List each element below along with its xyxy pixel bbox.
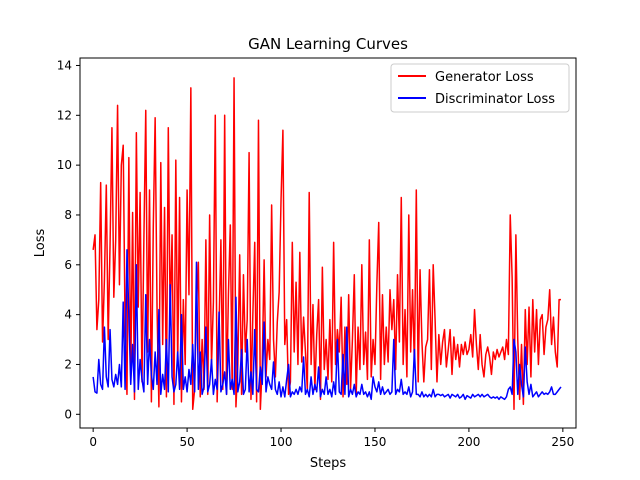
- legend-box: [390, 63, 570, 113]
- y-tick-label: 8: [64, 208, 72, 222]
- x-axis: 0 50 100 150 200 250: [89, 428, 574, 449]
- y-tick-label: 0: [64, 407, 72, 421]
- discriminator-loss-line: [92, 249, 562, 401]
- y-tick-label: 2: [64, 357, 72, 371]
- y-tick-label: 6: [64, 258, 72, 272]
- y-axis: 0 2 4 6 8 10 12 14: [57, 58, 80, 421]
- y-axis-label: Loss: [33, 229, 48, 258]
- x-tick-label: 0: [89, 435, 97, 449]
- y-tick-label: 4: [64, 308, 72, 322]
- x-tick-label: 200: [457, 435, 480, 449]
- x-tick-label: 100: [270, 435, 293, 449]
- x-tick-label: 150: [364, 435, 387, 449]
- x-tick-label: 50: [179, 435, 194, 449]
- x-axis-label: Steps: [310, 456, 347, 471]
- legend-generator-label: Generator Loss: [435, 70, 534, 85]
- axes-frame: [79, 57, 577, 429]
- chart-title: GAN Learning Curves: [248, 35, 408, 53]
- generator-loss-line: [92, 77, 561, 411]
- y-tick-label: 10: [57, 158, 72, 172]
- y-tick-label: 12: [57, 108, 72, 122]
- series-layer: [92, 77, 562, 411]
- plot-area: [79, 57, 577, 429]
- legend: Generator Loss Discriminator Loss: [390, 63, 570, 113]
- legend-discriminator-label: Discriminator Loss: [435, 92, 555, 107]
- x-tick-label: 250: [551, 435, 574, 449]
- y-tick-label: 14: [57, 58, 72, 72]
